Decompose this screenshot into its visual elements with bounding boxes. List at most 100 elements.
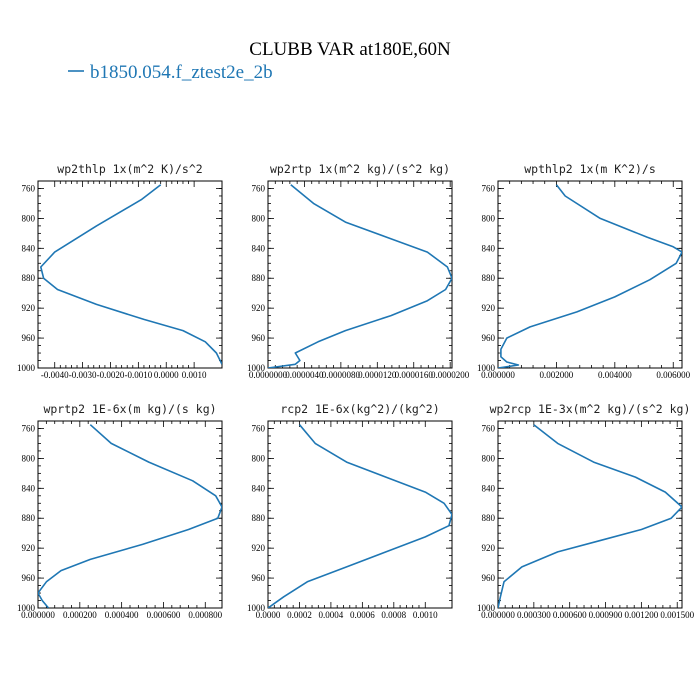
- y-tick-label: 760: [22, 423, 36, 433]
- x-tick-label: 0.000000: [21, 610, 55, 620]
- panel-5: rcp2 1E-6x(kg^2)/(kg^2) 760 800 840 880 920 96…: [247, 402, 453, 620]
- y-tick-label: 1000: [247, 363, 266, 373]
- x-tick-label: 0.002000: [540, 370, 574, 380]
- x-tick-label: 0.0010: [413, 610, 438, 620]
- panel-3: wpthlp2 1x(m K^2)/s 760 800 840 880 920 960 100…: [477, 162, 691, 380]
- y-tick-label: 880: [252, 273, 266, 283]
- x-tick-label: 0.001500: [660, 610, 694, 620]
- x-tick-label: 0.000600: [553, 610, 587, 620]
- panel-4: wprtp2 1E-6x(m kg)/(s kg) 760 800 840 880 920…: [17, 402, 223, 620]
- x-tick-label: 0.0000120: [358, 370, 397, 380]
- x-tick-label: 0.0002: [287, 610, 312, 620]
- y-tick-label: 880: [22, 273, 36, 283]
- x-tick-label: 0.000300: [517, 610, 551, 620]
- y-tick-label: 1000: [477, 363, 496, 373]
- x-tick-label: 0.000400: [105, 610, 139, 620]
- legend: b1850.054.f_ztest2e_2b: [68, 62, 273, 83]
- y-tick-label: 960: [22, 333, 36, 343]
- series-line: [268, 184, 452, 368]
- y-tick-label: 920: [22, 303, 36, 313]
- y-tick-label: 960: [482, 333, 496, 343]
- x-tick-label: 0.000000: [481, 370, 515, 380]
- y-tick-label: 800: [22, 453, 36, 463]
- y-tick-label: 960: [482, 573, 496, 583]
- y-tick-label: 760: [22, 183, 36, 193]
- x-tick-label: 0.0000040: [285, 370, 324, 380]
- x-tick-label: 0.0000000: [249, 370, 288, 380]
- y-tick-label: 840: [22, 483, 36, 493]
- panel-6: wp2rcp 1E-3x(m^2 kg)/(s^2 kg) 760 800 840 88…: [477, 402, 695, 620]
- x-tick-label: 0.004000: [598, 370, 632, 380]
- panel-title: wp2rtp 1x(m^2 kg)/(s^2 kg): [270, 162, 450, 176]
- panel-title: wp2rcp 1E-3x(m^2 kg)/(s^2 kg): [490, 402, 691, 416]
- y-tick-label: 1000: [247, 603, 266, 613]
- y-tick-label: 800: [482, 213, 496, 223]
- y-tick-label: 880: [482, 513, 496, 523]
- x-tick-label: 0.000900: [589, 610, 623, 620]
- panel-1: wp2thlp 1x(m^2 K)/s^2 760 800 840 880 920 960 1…: [17, 162, 223, 380]
- panel-title: wprtp2 1E-6x(m kg)/(s kg): [43, 402, 216, 416]
- y-tick-label: 920: [482, 543, 496, 553]
- y-tick-label: 760: [482, 423, 496, 433]
- y-tick-label: 760: [252, 423, 266, 433]
- x-tick-label: 0.0008: [381, 610, 406, 620]
- y-tick-label: 880: [22, 513, 36, 523]
- series-line: [38, 424, 222, 608]
- y-tick-label: 920: [482, 303, 496, 313]
- x-tick-label: 0.0010: [182, 370, 207, 380]
- x-tick-label: 0.0000: [154, 370, 179, 380]
- x-tick-label: -0.0020: [97, 370, 125, 380]
- y-tick-label: 920: [252, 543, 266, 553]
- y-tick-label: 840: [252, 483, 266, 493]
- x-tick-label: -0.0040: [41, 370, 69, 380]
- x-tick-label: 0.0000: [256, 610, 281, 620]
- y-tick-label: 960: [252, 333, 266, 343]
- legend-label: b1850.054.f_ztest2e_2b: [90, 62, 273, 83]
- series-line: [39, 184, 222, 365]
- y-tick-label: 1000: [17, 363, 36, 373]
- x-tick-label: 0.0006: [350, 610, 375, 620]
- y-tick-label: 960: [252, 573, 266, 583]
- series-line: [268, 424, 452, 608]
- y-tick-label: 1000: [17, 603, 36, 613]
- plot-frame: [37, 420, 223, 609]
- panel-title: wp2thlp 1x(m^2 K)/s^2: [57, 162, 202, 176]
- plot-frame: [267, 420, 453, 609]
- x-tick-label: 0.000600: [147, 610, 181, 620]
- figure-title: CLUBB VAR at180E,60N: [249, 39, 451, 60]
- panel-grid: wp2thlp 1x(m^2 K)/s^2 760 800 840 880 920 960 1…: [17, 162, 695, 620]
- y-tick-label: 760: [482, 183, 496, 193]
- y-tick-label: 840: [252, 243, 266, 253]
- x-tick-label: 0.0000080: [322, 370, 361, 380]
- y-tick-label: 920: [22, 543, 36, 553]
- y-tick-label: 800: [252, 453, 266, 463]
- x-tick-label: 0.0004: [319, 610, 344, 620]
- x-tick-label: 0.000200: [63, 610, 97, 620]
- y-tick-label: 840: [482, 483, 496, 493]
- x-tick-label: -0.0010: [124, 370, 152, 380]
- y-tick-label: 920: [252, 303, 266, 313]
- y-tick-label: 760: [252, 183, 266, 193]
- y-tick-label: 960: [22, 573, 36, 583]
- x-tick-label: -0.0030: [69, 370, 97, 380]
- panel-title: rcp2 1E-6x(kg^2)/(kg^2): [280, 402, 439, 416]
- y-tick-label: 1000: [477, 603, 496, 613]
- x-tick-label: 0.001200: [625, 610, 659, 620]
- panel-2: wp2rtp 1x(m^2 kg)/(s^2 kg) 760 800 840 880 92…: [247, 162, 470, 380]
- panel-title: wpthlp2 1x(m K^2)/s: [524, 162, 656, 176]
- y-tick-label: 840: [482, 243, 496, 253]
- x-tick-label: 0.000000: [481, 610, 515, 620]
- y-tick-label: 840: [22, 243, 36, 253]
- x-tick-label: 0.0000160: [395, 370, 434, 380]
- plot-frame: [37, 180, 223, 369]
- plot-frame: [497, 180, 683, 369]
- plot-frame: [497, 420, 683, 609]
- y-tick-label: 800: [252, 213, 266, 223]
- y-tick-label: 880: [482, 273, 496, 283]
- y-tick-label: 800: [22, 213, 36, 223]
- plot-frame: [267, 180, 453, 369]
- x-tick-label: 0.006000: [656, 370, 690, 380]
- series-line: [498, 184, 682, 368]
- x-tick-label: 0.000800: [188, 610, 222, 620]
